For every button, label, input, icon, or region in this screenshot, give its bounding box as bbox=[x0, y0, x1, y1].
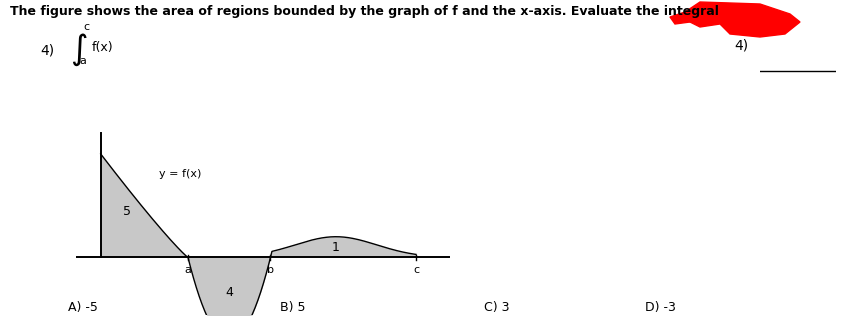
Polygon shape bbox=[670, 12, 690, 24]
Text: 5: 5 bbox=[123, 206, 132, 218]
Text: 4: 4 bbox=[225, 286, 233, 299]
Text: A) -5: A) -5 bbox=[68, 301, 98, 314]
Text: f(x): f(x) bbox=[92, 41, 113, 53]
Text: c: c bbox=[413, 265, 419, 275]
Text: 4): 4) bbox=[734, 38, 749, 52]
Text: b: b bbox=[267, 265, 274, 275]
Polygon shape bbox=[685, 2, 800, 37]
Text: a: a bbox=[184, 265, 191, 275]
Text: a: a bbox=[80, 56, 87, 66]
Text: $\int$: $\int$ bbox=[70, 32, 87, 68]
Text: 1: 1 bbox=[332, 241, 340, 254]
Text: 4): 4) bbox=[41, 43, 55, 57]
Text: C) 3: C) 3 bbox=[484, 301, 509, 314]
Text: y = f(x): y = f(x) bbox=[159, 169, 201, 179]
Text: The figure shows the area of regions bounded by the graph of f and the x-axis. E: The figure shows the area of regions bou… bbox=[10, 5, 719, 18]
Text: D) -3: D) -3 bbox=[645, 301, 676, 314]
Text: B) 5: B) 5 bbox=[280, 301, 306, 314]
Text: c: c bbox=[83, 22, 89, 32]
